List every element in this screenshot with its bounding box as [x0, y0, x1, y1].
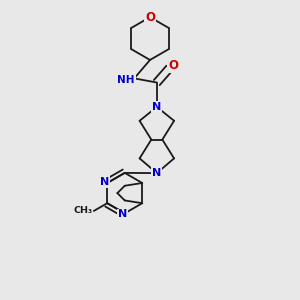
Text: NH: NH: [118, 76, 135, 85]
Text: N: N: [152, 102, 161, 112]
Text: NH: NH: [118, 76, 135, 85]
Text: N: N: [152, 168, 161, 178]
Text: N: N: [118, 209, 127, 220]
Text: N: N: [100, 177, 110, 187]
Text: N: N: [152, 168, 161, 178]
Text: O: O: [168, 59, 178, 72]
Text: O: O: [145, 11, 155, 24]
Text: O: O: [168, 59, 178, 72]
Text: N: N: [100, 177, 110, 187]
Text: CH₃: CH₃: [73, 206, 92, 215]
Text: O: O: [145, 11, 155, 24]
Text: N: N: [152, 102, 161, 112]
Text: N: N: [118, 209, 127, 220]
